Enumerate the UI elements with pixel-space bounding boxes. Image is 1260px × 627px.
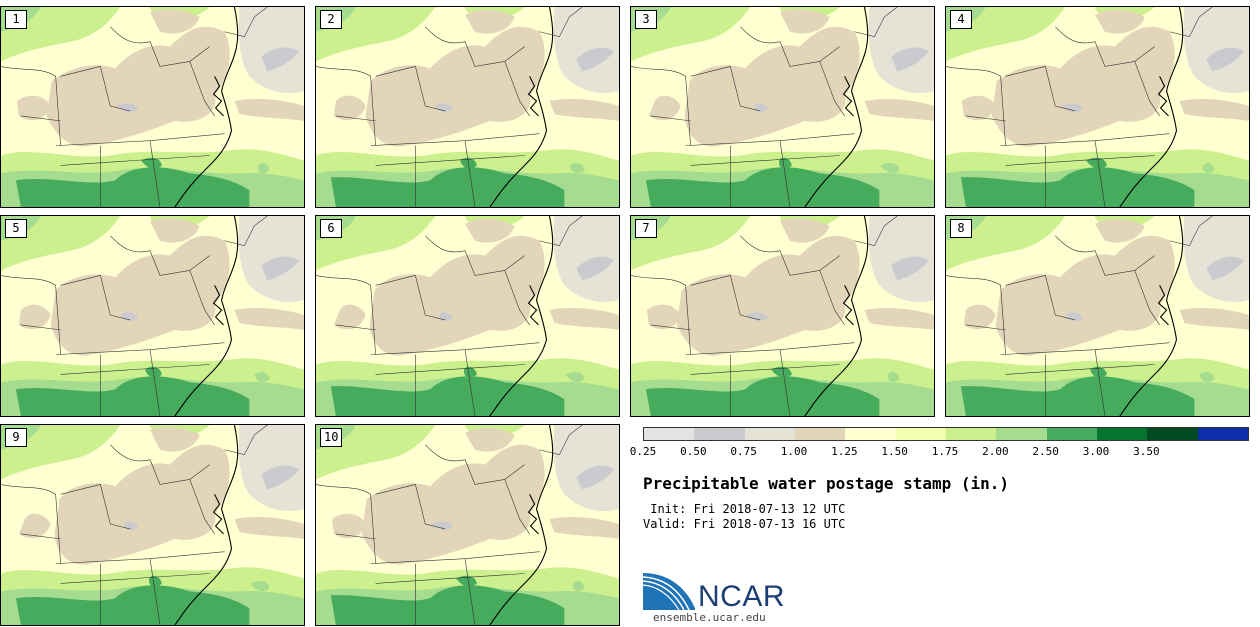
ensemble-member-panel: 7 (630, 215, 935, 417)
legend-swatch (1147, 428, 1198, 440)
legend-swatch (1046, 428, 1097, 440)
ncar-logo-text: NCAR (698, 580, 786, 613)
legend-tick-label: 3.50 (1133, 445, 1160, 458)
ensemble-member-panel: 5 (0, 215, 305, 417)
ensemble-member-panel: 4 (945, 6, 1250, 208)
ensemble-member-panel: 1 (0, 6, 305, 208)
color-legend: 0.25 0.50 0.75 1.00 1.25 1.50 1.75 2.00 2.50 3.00… (630, 427, 1260, 458)
member-number-label: 5 (5, 219, 27, 238)
legend-tick-label: 1.50 (881, 445, 908, 458)
legend-swatch (694, 428, 745, 440)
legend-swatch (794, 428, 846, 440)
member-number-label: 2 (320, 10, 342, 29)
legend-swatch (895, 428, 946, 440)
legend-tick-label: 1.25 (831, 445, 858, 458)
time-info: Init: Fri 2018-07-13 12 UTC Valid: Fri 2… (643, 502, 845, 532)
ensemble-member-panel: 10 (315, 424, 620, 626)
ncar-logo-icon (643, 573, 695, 611)
legend-swatch (845, 428, 896, 440)
member-number-label: 1 (5, 10, 27, 29)
ensemble-member-panel: 3 (630, 6, 935, 208)
ensemble-member-panel: 8 (945, 215, 1250, 417)
member-number-label: 3 (635, 10, 657, 29)
legend-ticks: 0.25 0.50 0.75 1.00 1.25 1.50 1.75 2.00 2.50 3.00… (630, 441, 1260, 458)
init-time: Init: Fri 2018-07-13 12 UTC (643, 502, 846, 516)
member-number-label: 9 (5, 428, 27, 447)
legend-tick-label: 1.00 (780, 445, 808, 458)
legend-swatch (644, 428, 695, 440)
member-number-label: 4 (950, 10, 972, 29)
legend-tick-label: 0.50 (680, 445, 707, 458)
legend-swatch (744, 428, 795, 440)
legend-swatch (945, 428, 997, 440)
legend-tick-label: 0.25 (629, 445, 657, 458)
legend-swatch (1096, 428, 1148, 440)
legend-colorbar (643, 427, 1249, 441)
member-number-label: 7 (635, 219, 657, 238)
ensemble-member-panel: 6 (315, 215, 620, 417)
plot-title: Precipitable water postage stamp (in.) (643, 474, 1010, 493)
legend-tick-label: 3.00 (1082, 445, 1110, 458)
legend-tick-label: 2.00 (982, 445, 1009, 458)
ensemble-member-panel: 9 (0, 424, 305, 626)
legend-tick-label: 2.50 (1032, 445, 1059, 458)
ncar-url: ensemble.ucar.edu (653, 611, 766, 624)
legend-swatch (1197, 428, 1248, 440)
member-number-label: 10 (320, 428, 343, 447)
valid-time: Valid: Fri 2018-07-13 16 UTC (643, 517, 846, 531)
member-number-label: 8 (950, 219, 972, 238)
legend-swatch (996, 428, 1047, 440)
member-number-label: 6 (320, 219, 342, 238)
legend-tick-label: 0.75 (730, 445, 757, 458)
legend-tick-label: 1.75 (931, 445, 959, 458)
ensemble-member-panel: 2 (315, 6, 620, 208)
